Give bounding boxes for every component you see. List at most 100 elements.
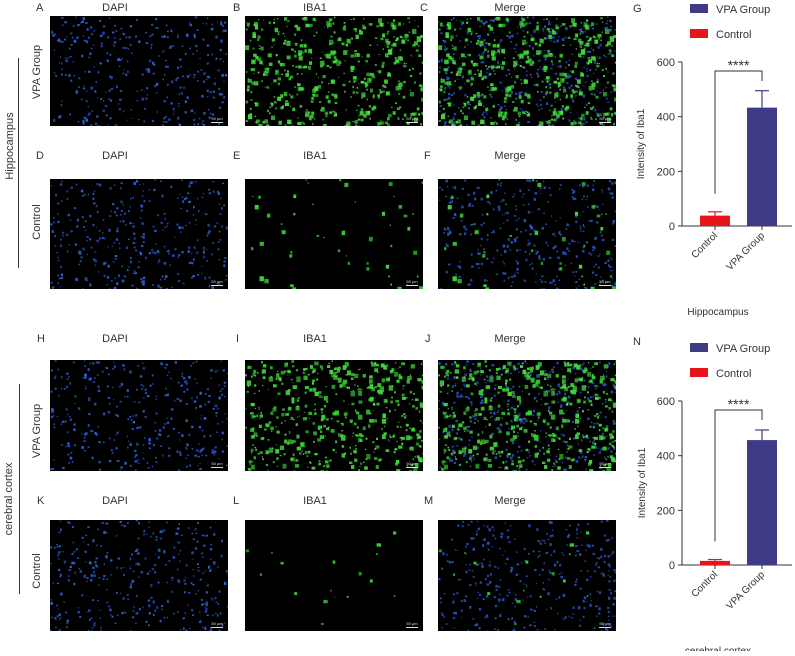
panel-title-dapi: DAPI	[55, 2, 175, 14]
legend-swatch	[690, 4, 708, 13]
panel-title-iba1: IBA1	[255, 495, 375, 507]
panel-letter-h: H	[37, 333, 45, 345]
panel-letter-j: J	[425, 333, 431, 345]
y-tick-label: 600	[657, 396, 675, 408]
scale-bar: 50 µm	[211, 462, 223, 468]
legend-swatch	[690, 29, 708, 38]
scale-bar: 50 µm	[599, 117, 611, 123]
scale-bar-line	[211, 467, 223, 468]
region-divider-line	[19, 384, 20, 594]
micrograph-i-iba1: 50 µm	[245, 360, 423, 471]
scale-bar-line	[599, 285, 611, 286]
micrograph-d-dapi: 50 µm	[50, 179, 228, 289]
scale-bar-line	[406, 122, 418, 123]
scale-bar-line	[599, 627, 611, 628]
scale-bar-label: 50 µm	[599, 117, 611, 121]
scale-bar-label: 50 µm	[211, 280, 223, 284]
legend-swatch	[690, 368, 708, 377]
y-tick-label: 0	[669, 560, 675, 572]
panel-letter-a: A	[36, 2, 43, 14]
scale-bar-label: 50 µm	[406, 462, 418, 466]
scale-bar: 50 µm	[599, 622, 611, 628]
bar-control	[700, 216, 730, 226]
legend-label: Control	[716, 368, 751, 380]
y-tick-label: 200	[657, 505, 675, 517]
bar-vpa-group	[747, 108, 777, 226]
scale-bar-label: 50 µm	[599, 462, 611, 466]
panel-letter-k: K	[37, 495, 44, 507]
x-axis-label: Hippocampus	[687, 307, 748, 318]
scale-bar: 50 µm	[211, 280, 223, 286]
panel-title-merge: Merge	[450, 495, 570, 507]
x-axis-label: cerebral cortex	[685, 646, 751, 651]
panel-letter-b: B	[233, 2, 240, 14]
scale-bar-line	[211, 122, 223, 123]
significance-stars: ****	[728, 396, 750, 412]
panel-letter-l: L	[233, 495, 239, 507]
region-label-cortex: cerebral cortex	[3, 454, 15, 544]
scale-bar-line	[406, 467, 418, 468]
x-tick-label: VPA Group	[724, 569, 767, 612]
bar-vpa-group	[747, 440, 777, 565]
panel-letter-m: M	[424, 495, 433, 507]
y-axis-label: Intensity of Iba1	[637, 447, 648, 518]
y-axis-label: Intensity of Iba1	[636, 108, 647, 179]
group-label-control: Control	[31, 192, 43, 252]
scale-bar-line	[599, 467, 611, 468]
micrograph-a-dapi: 50 µm	[50, 16, 228, 126]
scale-bar: 50 µm	[599, 462, 611, 468]
micrograph-c-merge: 50 µm	[438, 16, 616, 126]
scale-bar-line	[211, 285, 223, 286]
region-label-hippocampus: Hippocampus	[4, 106, 16, 186]
bar-chart-cortex: VPA Group Control 0 200 400 600 Intensity of I…	[630, 330, 795, 651]
bar-control	[700, 561, 730, 565]
scale-bar: 50 µm	[211, 117, 223, 123]
panel-title-iba1: IBA1	[255, 150, 375, 162]
micrograph-b-iba1: 50 µm	[245, 16, 423, 126]
micrograph-h-dapi: 50 µm	[50, 360, 228, 471]
panel-letter-c: C	[420, 2, 428, 14]
y-tick-label: 200	[657, 166, 675, 178]
scale-bar-line	[599, 122, 611, 123]
legend-swatch	[690, 343, 708, 352]
scale-bar: 50 µm	[406, 462, 418, 468]
scale-bar: 50 µm	[599, 280, 611, 286]
group-label-control: Control	[31, 541, 43, 601]
scale-bar-label: 50 µm	[406, 117, 418, 121]
micrograph-k-dapi: 50 µm	[50, 520, 228, 631]
scale-bar: 50 µm	[406, 117, 418, 123]
scale-bar: 50 µm	[211, 622, 223, 628]
y-tick-label: 600	[657, 57, 675, 69]
panel-title-merge: Merge	[450, 333, 570, 345]
panel-letter-f: F	[424, 150, 431, 162]
y-tick-label: 400	[657, 451, 675, 463]
micrograph-j-merge: 50 µm	[438, 360, 616, 471]
panel-title-iba1: IBA1	[255, 2, 375, 14]
x-tick-label: VPA Group	[724, 230, 767, 273]
scale-bar-label: 50 µm	[211, 117, 223, 121]
panel-letter-d: D	[36, 150, 44, 162]
scale-bar-line	[406, 285, 418, 286]
panel-title-dapi: DAPI	[55, 150, 175, 162]
region-divider-line	[18, 58, 19, 268]
legend-label: Control	[716, 29, 751, 41]
scale-bar-line	[211, 627, 223, 628]
panel-title-iba1: IBA1	[255, 333, 375, 345]
group-label-vpa: VPA Group	[31, 396, 43, 466]
scale-bar: 50 µm	[406, 280, 418, 286]
micrograph-m-merge: 50 µm	[438, 520, 616, 631]
x-tick-label: Control	[690, 230, 721, 261]
panel-title-dapi: DAPI	[55, 333, 175, 345]
micrograph-l-iba1: 50 µm	[245, 520, 423, 631]
micrograph-f-merge: 50 µm	[438, 179, 616, 289]
scale-bar-label: 50 µm	[406, 280, 418, 284]
group-label-vpa: VPA Group	[31, 37, 43, 107]
legend-label: VPA Group	[716, 343, 770, 355]
panel-letter-e: E	[233, 150, 240, 162]
micrograph-e-iba1: 50 µm	[245, 179, 423, 289]
y-tick-label: 0	[669, 221, 675, 233]
legend-label: VPA Group	[716, 4, 770, 16]
scale-bar-label: 50 µm	[211, 622, 223, 626]
panel-letter-i: I	[236, 333, 239, 345]
